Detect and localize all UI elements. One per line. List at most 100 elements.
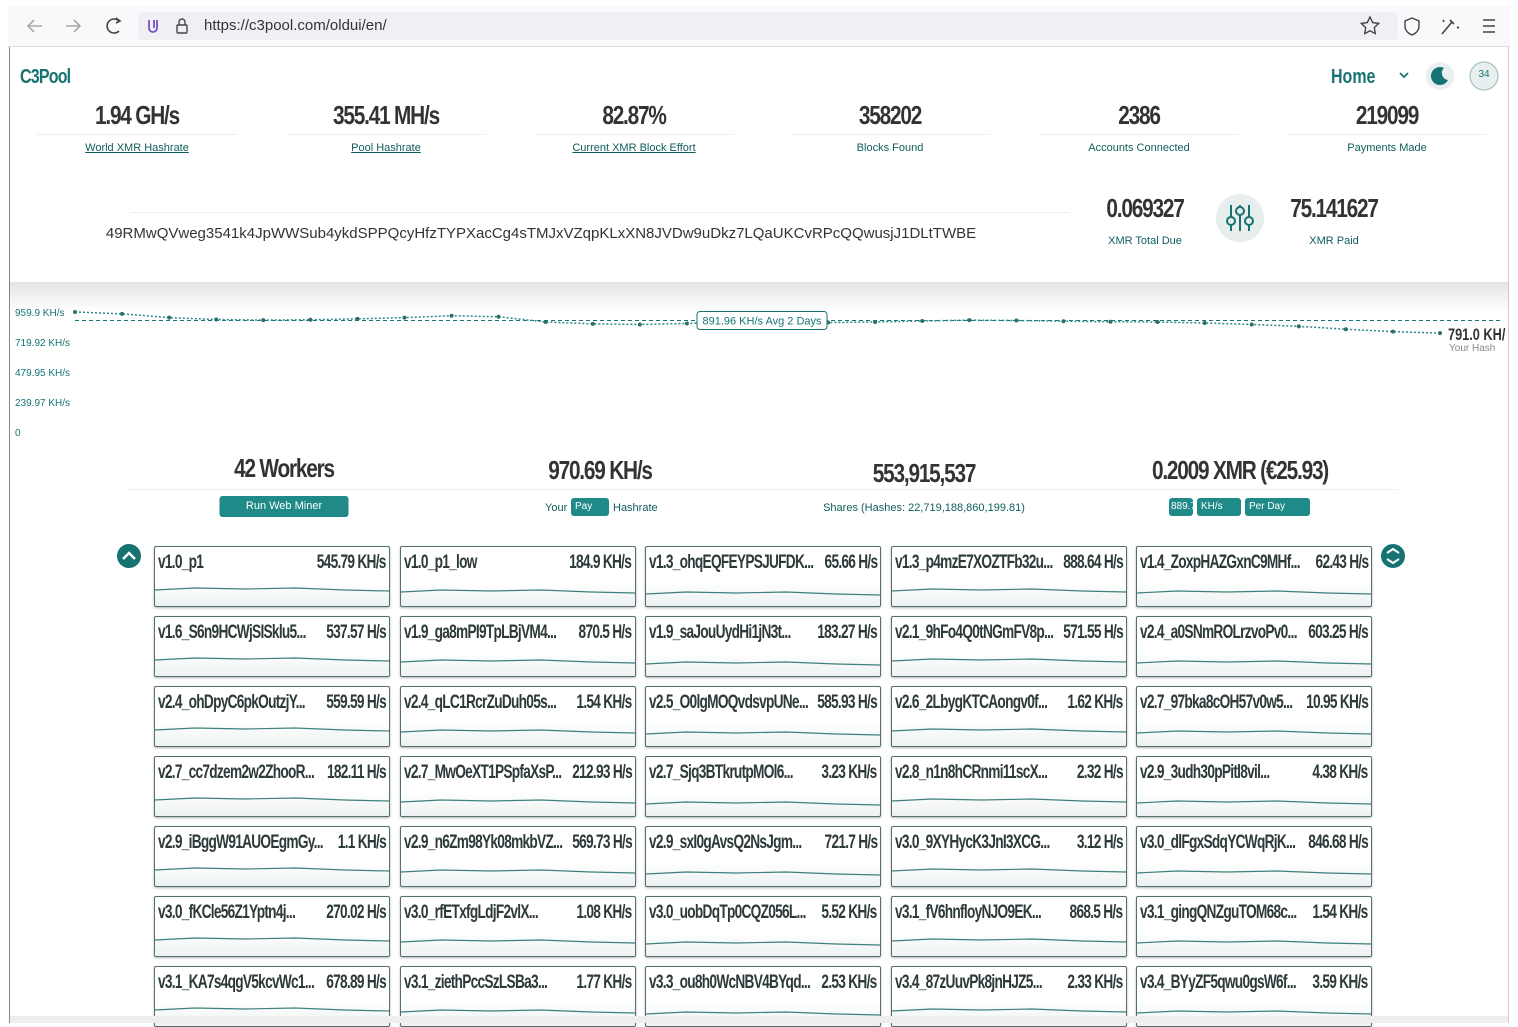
your-label: Your xyxy=(545,502,568,514)
scroll-arrows[interactable] xyxy=(116,543,1408,571)
worker-sparkline xyxy=(646,661,880,666)
worker-rate: 1.54 KH/s xyxy=(576,692,632,713)
sparkline xyxy=(891,1008,1126,1013)
run-web-miner-button[interactable]: Run Web Miner xyxy=(219,496,349,517)
settings-icon[interactable] xyxy=(1215,193,1265,243)
worker-card[interactable]: v2.6_2LbygKTCAongv0f... 1.62 KH/s xyxy=(890,686,1127,747)
worker-sparkline xyxy=(1137,870,1371,875)
sparkline xyxy=(646,661,880,666)
hash-point xyxy=(402,315,407,320)
sparkline xyxy=(891,938,1126,943)
worker-rate: 1.1 KH/s xyxy=(337,832,387,853)
worker-name: v2.4_qLC1RcrZuDuh05s... xyxy=(403,692,557,713)
hash-point xyxy=(1108,319,1113,324)
hash-point xyxy=(1249,322,1254,327)
hash-point xyxy=(1390,329,1395,334)
url-text[interactable]: https://c3pool.com/oldui/en/ xyxy=(204,17,387,34)
worker-name: v1.0_p1_low xyxy=(403,552,477,573)
worker-sparkline xyxy=(1137,590,1371,595)
worker-name: v3.4_BYyZF5qwu0gsW6f... xyxy=(1140,972,1297,993)
worker-card[interactable]: v1.3_ohqEQFEYPSJUFDK... 65.66 H/s xyxy=(645,546,881,607)
browser-actions[interactable] xyxy=(1358,14,1502,38)
badge: 34 xyxy=(1478,69,1490,80)
rate-unit-select[interactable]: KH/s xyxy=(1197,498,1241,516)
worker-card[interactable]: v2.7_97bka8cOH57v0w5... 10.95 KH/s xyxy=(1136,686,1372,747)
period-select[interactable]: Per Day xyxy=(1245,498,1310,516)
worker-sparkline xyxy=(1137,730,1371,735)
worker-name: v1.6_S6n9HCWjSISklu5... xyxy=(158,622,306,643)
sparkline xyxy=(1137,730,1371,735)
pay-select[interactable]: Pay xyxy=(571,498,609,516)
xmr-due-label: XMR Total Due xyxy=(1108,235,1182,247)
worker-sparkline xyxy=(646,731,880,736)
url-bar[interactable] xyxy=(138,12,1398,40)
worker-card[interactable]: v2.9_n6Zm98Yk08mkbVZ... 569.73 H/s xyxy=(399,826,636,887)
worker-card[interactable]: v2.8_n1n8hCRnmi11scX... 2.32 H/s xyxy=(890,756,1127,817)
worker-card[interactable]: v2.7_MwOeXT1PSpfaXsP... 212.93 H/s xyxy=(399,756,636,817)
worker-card[interactable]: v2.4_ohDpyC6pkOutzjY... 559.59 H/s xyxy=(154,686,390,747)
worker-card[interactable]: v1.0_p1_low 184.9 KH/s xyxy=(399,546,636,607)
worker-card[interactable]: v2.7_cc7dzem2w2ZhooR... 182.11 H/s xyxy=(154,756,390,817)
sparkline xyxy=(646,941,880,946)
stat-label: Accounts Connected xyxy=(1088,142,1190,154)
worker-card[interactable]: v3.0_9XYHycK3JnI3XCG... 3.12 H/s xyxy=(890,826,1127,887)
nav-buttons[interactable] xyxy=(20,14,130,38)
worker-card[interactable]: v1.4_ZoxpHAZGxnC9MHf... 62.43 H/s xyxy=(1136,546,1372,607)
logo[interactable]: C3Pool xyxy=(20,66,71,88)
worker-card[interactable]: v1.3_p4mzE7XOZTFb32u... 888.64 H/s xyxy=(890,546,1127,607)
shares: 553,915,537 xyxy=(872,458,977,488)
nav-home[interactable]: Home xyxy=(1331,66,1376,88)
stat-divider xyxy=(286,134,486,135)
sparkline xyxy=(155,587,389,592)
worker-card[interactable]: v2.9_sxI0gAvsQ2NsJgm... 721.7 H/s xyxy=(645,826,881,887)
worker-card[interactable]: v3.1_fV6hnfloyNJO9EK... 868.5 H/s xyxy=(890,896,1127,957)
worker-rate: 888.64 H/s xyxy=(1062,552,1123,573)
sparkline xyxy=(155,1007,389,1012)
rate-input[interactable]: 889.7 xyxy=(1169,498,1196,516)
worker-card[interactable]: v2.9_3udh30pPitl8vil... 4.38 KH/s xyxy=(1136,756,1372,817)
worker-rate: 603.25 H/s xyxy=(1308,622,1368,643)
worker-card[interactable]: v2.7_Sjq3BTkrutpMOl6... 3.23 KH/s xyxy=(645,756,881,817)
worker-card[interactable]: v2.5_O0lgMOQvdsvpUNe... 585.93 H/s xyxy=(645,686,881,747)
worker-rate: 1.77 KH/s xyxy=(576,972,632,993)
worker-card[interactable]: v2.9_iBggW91AUOEgmGy... 1.1 KH/s xyxy=(154,826,390,887)
worker-card[interactable]: v2.4_qLC1RcrZuDuh05s... 1.54 KH/s xyxy=(399,686,636,747)
worker-card[interactable]: v3.0_dlFgxSdqYCWqRjK... 846.68 H/s xyxy=(1136,826,1372,887)
worker-name: v2.4_ohDpyC6pkOutzjY... xyxy=(158,692,306,713)
worker-sparkline xyxy=(400,729,635,734)
sparkline xyxy=(891,798,1126,803)
hash-point xyxy=(120,311,125,316)
hash-point xyxy=(967,318,972,323)
worker-sparkline xyxy=(646,801,880,806)
stat-divider xyxy=(790,134,990,135)
worker-card[interactable]: v2.4_a0SNmROLrzvoPv0... 603.25 H/s xyxy=(1136,616,1372,677)
shares-label: Shares (Hashes: 22,719,188,860,199.81) xyxy=(823,502,1025,514)
worker-card[interactable]: v1.9_saJouUydHi1jN3t... 183.27 H/s xyxy=(645,616,881,677)
worker-sparkline xyxy=(1137,1010,1371,1015)
header-icons[interactable] xyxy=(1396,60,1506,94)
worker-card[interactable]: v1.9_ga8mPI9TpLBjVM4... 870.5 H/s xyxy=(399,616,636,677)
worker-card[interactable]: v3.0_uobDqTp0CQZ056L... 5.52 KH/s xyxy=(645,896,881,957)
sparkline xyxy=(400,729,635,734)
chart-band xyxy=(10,282,1508,312)
sparkline xyxy=(1137,660,1371,665)
url-icons xyxy=(148,18,188,34)
worker-card[interactable]: v1.6_S6n9HCWjSISklu5... 537.57 H/s xyxy=(154,616,390,677)
xmr-paid-label: XMR Paid xyxy=(1309,235,1359,247)
worker-card[interactable]: v1.0_p1 545.79 KH/s xyxy=(154,546,390,607)
worker-card[interactable]: v3.0_rfETxfgLdjF2vlX... 1.08 KH/s xyxy=(399,896,636,957)
stat-label: Blocks Found xyxy=(856,142,924,154)
worker-rate: 2.32 H/s xyxy=(1076,762,1124,783)
worker-rate: 678.89 H/s xyxy=(326,972,386,993)
worker-sparkline xyxy=(400,939,635,944)
worker-card[interactable]: v2.1_9hFo4Q0tNGmFV8p... 571.55 H/s xyxy=(890,616,1127,677)
worker-sparkline xyxy=(891,658,1126,663)
worker-name: v1.4_ZoxpHAZGxnC9MHf... xyxy=(1140,552,1301,573)
worker-card[interactable]: v3.1_gingQNZguTOM68c... 1.54 KH/s xyxy=(1136,896,1372,957)
sparkline xyxy=(155,867,389,872)
sparkline xyxy=(1137,1010,1371,1015)
worker-card[interactable]: v3.0_fKCle56Z1Yptn4j... 270.02 H/s xyxy=(154,896,390,957)
worker-sparkline xyxy=(1137,660,1371,665)
worker-sparkline xyxy=(155,937,389,942)
